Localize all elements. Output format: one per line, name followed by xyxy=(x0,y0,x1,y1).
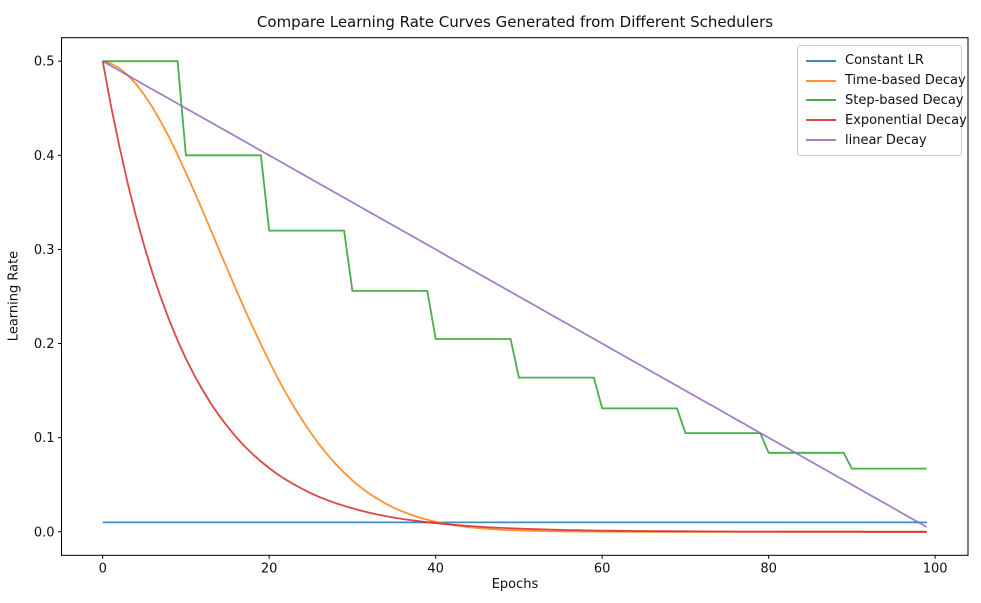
legend-entry-step-based-decay: Step-based Decay xyxy=(806,93,963,108)
y-tick-label: 0.3 xyxy=(34,243,55,258)
legend-line-sample xyxy=(806,119,836,122)
series-line-linear-decay xyxy=(102,60,928,528)
y-axis-label: Learning Rate xyxy=(6,250,22,342)
x-axis-label: Epochs xyxy=(491,577,539,592)
y-tick-label: 0.2 xyxy=(34,337,55,352)
legend-entry-time-based-decay: Time-based Decay xyxy=(806,73,966,88)
legend-line-sample xyxy=(806,139,836,142)
legend-label: Step-based Decay xyxy=(845,92,964,108)
legend-entry-constant-lr: Constant LR xyxy=(806,53,953,68)
series-line-exponential-decay xyxy=(101,61,927,533)
chart-title: Compare Learning Rate Curves Generated f… xyxy=(256,13,774,31)
x-tick-label: 100 xyxy=(923,561,948,576)
legend-entry-linear-decay: linear Decay xyxy=(806,133,953,148)
x-tick-label: 60 xyxy=(594,561,611,576)
x-tick-label: 80 xyxy=(760,561,777,576)
x-tick-label: 20 xyxy=(261,561,278,576)
legend-label: Time-based Decay xyxy=(845,73,966,89)
legend-entry-exponential-decay: Exponential Decay xyxy=(806,113,967,128)
legend-label: Exponential Decay xyxy=(845,112,967,128)
y-tick-label: 0.0 xyxy=(34,525,55,540)
legend-line-sample xyxy=(806,99,836,102)
y-tick-label: 0.5 xyxy=(34,55,55,70)
legend-label: Constant LR xyxy=(845,53,924,69)
legend-label: linear Decay xyxy=(845,132,927,148)
legend-line-sample xyxy=(806,59,836,62)
y-tick-label: 0.1 xyxy=(34,431,55,446)
x-tick-label: 40 xyxy=(427,561,444,576)
y-tick-label: 0.4 xyxy=(34,149,55,164)
series-line-step-based-decay xyxy=(102,60,927,470)
legend: Constant LR Time-based Decay Step-based De… xyxy=(797,45,967,156)
axes-spines xyxy=(61,37,969,556)
x-tick-label: 0 xyxy=(99,561,107,576)
legend-line-sample xyxy=(806,79,836,82)
